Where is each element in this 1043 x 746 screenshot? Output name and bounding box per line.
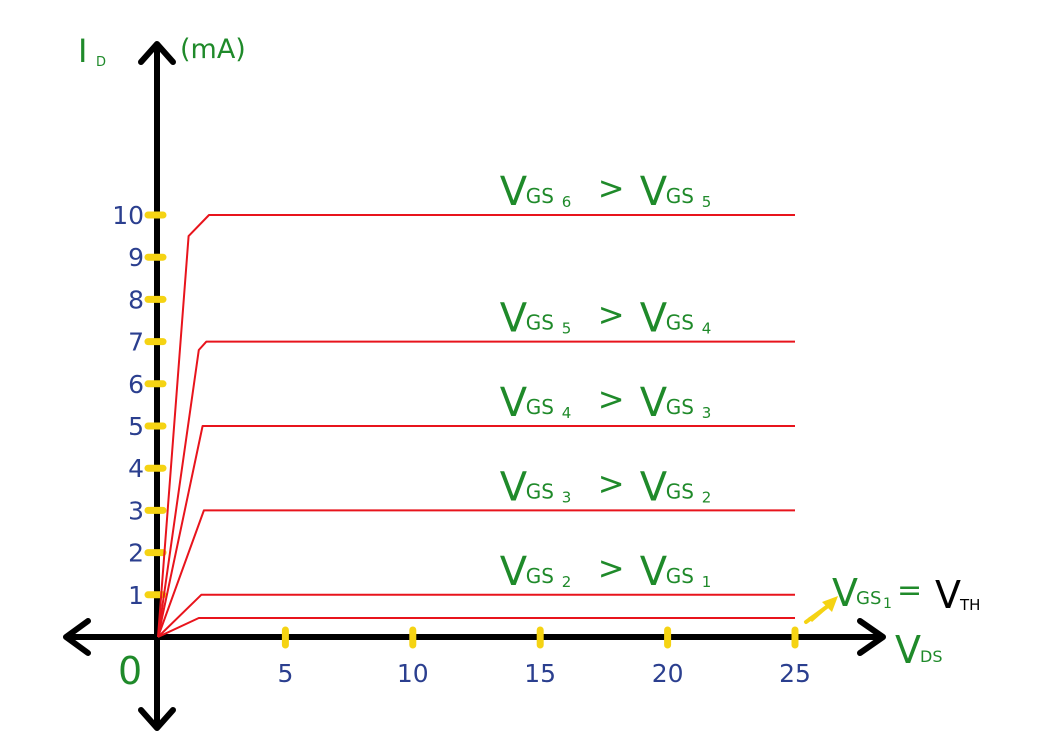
threshold-arrow-shaft: [804, 601, 834, 624]
curve-annotation: VGS 6 > VGS 5: [500, 169, 712, 215]
x-axis-arrow-left: [63, 618, 91, 656]
annotation-right-main: V: [640, 380, 668, 426]
y-tick-label: 6: [128, 370, 144, 399]
x-axis-label: V DS: [895, 628, 942, 672]
annotation-right-sub: GS: [666, 564, 694, 588]
ticks: [144, 211, 799, 649]
annotation-op: >: [598, 169, 625, 207]
origin-label: 0: [118, 649, 142, 693]
annotation-right-main: V: [640, 549, 668, 595]
annotation-left-main: V: [500, 380, 528, 426]
annotation-right-main: V: [640, 169, 668, 215]
curve-annotation: VGS 4 > VGS 3: [500, 380, 712, 426]
annotation-left-index: 4: [562, 404, 572, 422]
annotation-right-index: 5: [702, 193, 712, 211]
threshold-rhs-main: V: [935, 573, 961, 617]
annotation-left-index: 5: [562, 320, 572, 338]
x-axis-label-sub: DS: [920, 647, 942, 666]
curve-annotation: VGS 3 > VGS 2: [500, 464, 712, 510]
annotation-op: >: [598, 549, 625, 587]
series-line: [157, 214, 795, 638]
annotation-right-sub: GS: [666, 184, 694, 208]
annotation-right-index: 2: [702, 488, 712, 506]
threshold-label: V GS 1 = V TH: [804, 571, 980, 624]
annotation-left-main: V: [500, 296, 528, 342]
threshold-lhs-index: 1: [883, 596, 892, 612]
y-tick-label: 7: [128, 328, 144, 357]
annotation-right-index: 3: [702, 404, 712, 422]
curve-annotation: VGS 5 > VGS 4: [500, 296, 712, 342]
series-line: [157, 593, 795, 638]
annotation-left-main: V: [500, 549, 528, 595]
y-tick-label: 9: [128, 243, 144, 272]
y-tick-label: 8: [128, 285, 144, 314]
annotation-left-sub: GS: [526, 395, 554, 419]
annotation-right-index: 4: [702, 320, 712, 338]
y-tick-label: 4: [128, 454, 144, 483]
x-tick-label: 20: [652, 659, 684, 688]
y-axis-label: I D (mA): [78, 32, 246, 70]
y-axis-label-main: I: [78, 32, 87, 70]
threshold-rhs-sub: TH: [959, 596, 980, 614]
annotation-right-main: V: [640, 464, 668, 510]
x-axis-label-main: V: [895, 628, 921, 672]
y-tick-label: 2: [128, 539, 144, 568]
series-line: [157, 340, 795, 638]
curve-annotation: VGS 2 > VGS 1: [500, 549, 712, 595]
y-axis-unit: (mA): [180, 34, 246, 65]
annotation-left-index: 2: [562, 573, 572, 591]
x-axis-arrow-right: [857, 618, 886, 656]
annotation-left-sub: GS: [526, 479, 554, 503]
annotation-op: >: [598, 380, 625, 418]
y-tick-label: 10: [112, 201, 144, 230]
annotation-right-index: 1: [702, 573, 712, 591]
annotation-right-sub: GS: [666, 311, 694, 335]
annotation-right-main: V: [640, 296, 668, 342]
y-axis-arrow-up: [138, 41, 176, 65]
series-line: [157, 617, 795, 638]
annotation-right-sub: GS: [666, 479, 694, 503]
x-tick-label: 10: [397, 659, 429, 688]
threshold-eq: =: [897, 573, 922, 608]
y-tick-label: 5: [128, 412, 144, 441]
y-tick-label: 3: [128, 496, 144, 525]
y-axis-arrow-down: [138, 707, 176, 731]
series-line: [157, 425, 795, 638]
threshold-lhs-sub: GS: [856, 588, 881, 609]
annotation-left-sub: GS: [526, 564, 554, 588]
x-tick-label: 15: [524, 659, 556, 688]
annotation-left-index: 3: [562, 488, 572, 506]
annotation-op: >: [598, 296, 625, 334]
axes: [63, 41, 886, 731]
x-tick-label: 5: [277, 659, 293, 688]
annotation-left-main: V: [500, 464, 528, 510]
annotation-left-main: V: [500, 169, 528, 215]
y-tick-label: 1: [128, 581, 144, 610]
series-line: [157, 509, 795, 638]
annotation-left-sub: GS: [526, 184, 554, 208]
y-axis-label-sub: D: [96, 55, 106, 70]
annotation-right-sub: GS: [666, 395, 694, 419]
annotation-op: >: [598, 464, 625, 502]
x-tick-label: 25: [779, 659, 811, 688]
annotation-left-index: 6: [562, 193, 572, 211]
annotation-left-sub: GS: [526, 311, 554, 335]
threshold-lhs-main: V: [832, 571, 858, 615]
curves: [157, 214, 795, 638]
